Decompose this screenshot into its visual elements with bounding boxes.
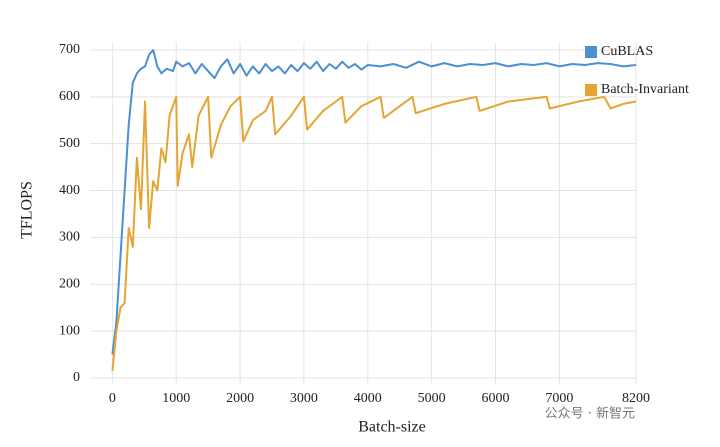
y-tick-label: 100: [59, 323, 80, 338]
x-tick-label: 5000: [418, 391, 446, 406]
legend-swatch: [585, 84, 597, 96]
legend-label: CuBLAS: [601, 44, 653, 59]
y-tick-label: 700: [59, 42, 80, 57]
watermark: 公众号 · 新智元: [545, 406, 635, 422]
y-tick-label: 400: [59, 183, 80, 198]
x-tick-label: 2000: [226, 391, 254, 406]
y-tick-label: 600: [59, 89, 80, 104]
x-tick-label: 8200: [622, 391, 650, 406]
y-tick-label: 500: [59, 136, 80, 151]
x-tick-label: 0: [109, 391, 116, 406]
series-line: [111, 95, 637, 371]
x-tick-label: 3000: [290, 391, 318, 406]
x-tick-label: 7000: [545, 391, 573, 406]
y-axis-label: TFLOPS: [19, 181, 36, 239]
y-tick-label: 200: [59, 276, 80, 291]
legend-label: Batch-Invariant: [601, 82, 689, 97]
x-tick-label: 1000: [162, 391, 190, 406]
x-axis-label: Batch-size: [358, 419, 426, 436]
series-line: [111, 49, 637, 355]
y-tick-label: 0: [73, 370, 80, 385]
x-tick-label: 6000: [482, 391, 510, 406]
legend-swatch: [585, 46, 597, 58]
x-tick-label: 4000: [354, 391, 382, 406]
y-tick-label: 300: [59, 230, 80, 245]
